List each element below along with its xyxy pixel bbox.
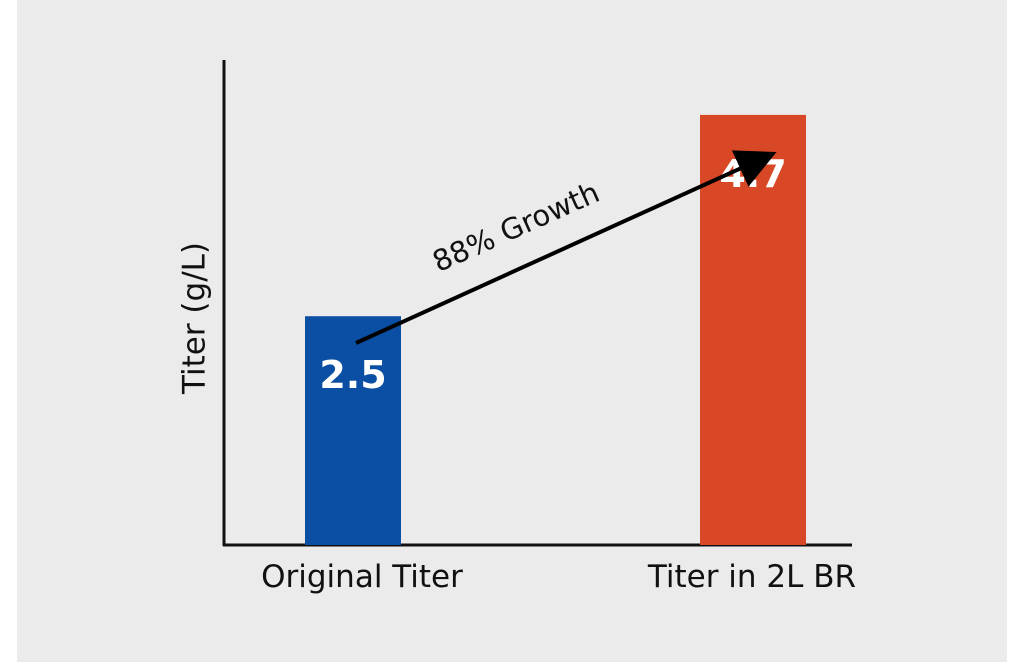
data-label-original-titer: 2.5 — [319, 353, 386, 397]
growth-annotation: 88% Growth — [427, 175, 604, 279]
y-axis-label: Titer (g/L) — [177, 242, 213, 395]
bar-original-titer — [305, 316, 401, 545]
x-tick-label-titer-in-2l-br: Titer in 2L BR — [647, 559, 856, 595]
x-tick-label-original-titer: Original Titer — [261, 559, 463, 595]
growth-arrow — [355, 150, 777, 345]
chart-background — [17, 0, 1007, 662]
